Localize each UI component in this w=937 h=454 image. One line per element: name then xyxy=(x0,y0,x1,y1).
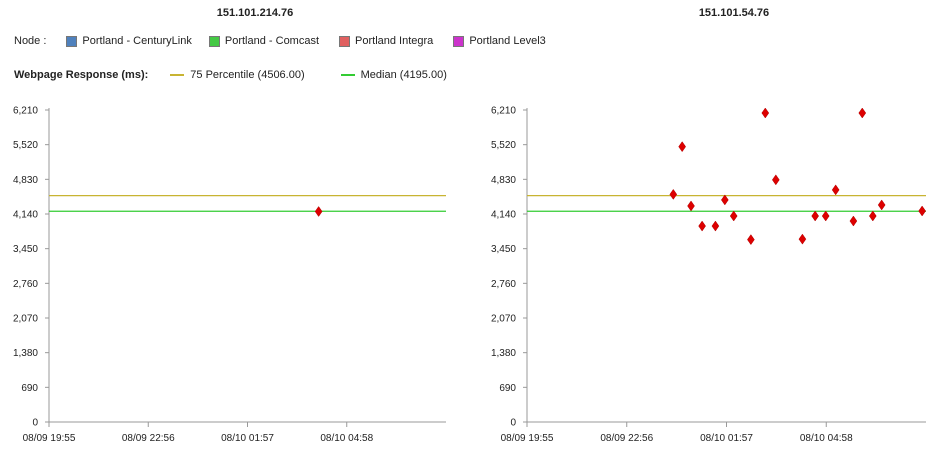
y-tick-label: 6,210 xyxy=(491,106,516,117)
y-tick-label: 690 xyxy=(21,383,38,394)
x-tick-label: 08/09 19:55 xyxy=(23,433,76,444)
legend-label-75-percentile: 75 Percentile (4506.00) xyxy=(190,69,305,81)
data-point xyxy=(698,220,706,232)
data-point xyxy=(711,220,720,232)
data-point xyxy=(821,210,830,222)
data-point xyxy=(761,107,770,119)
legend-label-comcast: Portland - Comcast xyxy=(224,35,320,47)
data-point xyxy=(858,107,867,119)
chart-left: 6,210 5,520 4,830 4,140 3,450 2,760 2,070 1,380… xyxy=(13,106,446,444)
data-point xyxy=(721,194,729,206)
response-legend: Webpage Response (ms): 75 Percentile (45… xyxy=(14,69,447,81)
y-tick-label: 690 xyxy=(499,383,516,394)
y-tick-label: 2,070 xyxy=(13,314,38,325)
legend-item-level3[interactable]: Portland Level3 xyxy=(453,35,546,47)
y-tick-label: 2,760 xyxy=(13,279,38,290)
data-point xyxy=(729,210,738,222)
data-point xyxy=(678,141,686,153)
data-point xyxy=(687,200,695,212)
data-point xyxy=(831,184,840,196)
x-tick-label: 08/09 22:56 xyxy=(122,433,175,444)
y-tick-label: 0 xyxy=(32,418,38,429)
response-legend-label: Webpage Response (ms): xyxy=(14,69,149,81)
data-point xyxy=(849,215,858,227)
y-tick-label: 2,760 xyxy=(491,279,516,290)
data-point xyxy=(669,188,678,200)
chart-right: 6,210 5,520 4,830 4,140 3,450 2,760 2,070 1,380… xyxy=(491,106,926,444)
percentile-line-icon xyxy=(170,74,185,76)
integra-swatch-icon xyxy=(339,35,351,47)
y-tick-label: 0 xyxy=(510,418,516,429)
legend-item-integra[interactable]: Portland Integra xyxy=(339,35,433,47)
y-tick-label: 4,830 xyxy=(13,175,38,186)
legend-label-integra: Portland Integra xyxy=(355,35,434,47)
y-tick-label: 1,380 xyxy=(491,348,516,359)
data-point xyxy=(811,210,819,222)
data-point xyxy=(868,210,877,222)
legend-item-centurylink[interactable]: Portland - CenturyLink xyxy=(66,35,192,47)
x-tick-label: 08/10 01:57 xyxy=(221,433,274,444)
data-point xyxy=(314,206,323,217)
data-point xyxy=(798,233,807,245)
centurylink-swatch-icon xyxy=(66,35,78,47)
y-tick-label: 3,450 xyxy=(491,244,516,255)
data-point xyxy=(877,199,886,211)
data-point xyxy=(747,234,755,246)
x-tick-label: 08/09 22:56 xyxy=(600,433,653,444)
x-tick-label: 08/09 19:55 xyxy=(501,433,554,444)
node-legend-label: Node : xyxy=(14,35,47,47)
y-tick-label: 2,070 xyxy=(491,314,516,325)
y-tick-label: 3,450 xyxy=(13,244,38,255)
data-point xyxy=(772,174,780,186)
y-tick-label: 4,140 xyxy=(491,210,516,221)
y-tick-label: 5,520 xyxy=(13,140,38,151)
legend-item-median[interactable]: Median (4195.00) xyxy=(340,69,447,81)
comcast-swatch-icon xyxy=(208,35,220,47)
y-tick-label: 6,210 xyxy=(13,106,38,117)
chart-title-left: 151.101.214.76 xyxy=(216,7,294,19)
node-legend: Node : Portland - CenturyLink Portland -… xyxy=(14,35,546,47)
chart-title-right: 151.101.54.76 xyxy=(698,7,770,19)
y-tick-label: 5,520 xyxy=(491,140,516,151)
x-tick-label: 08/10 04:58 xyxy=(800,433,853,444)
legend-item-75-percentile[interactable]: 75 Percentile (4506.00) xyxy=(170,69,305,81)
legend-item-comcast[interactable]: Portland - Comcast xyxy=(208,35,320,47)
median-line-icon xyxy=(340,74,355,76)
data-point xyxy=(918,205,926,217)
level3-swatch-icon xyxy=(453,35,465,47)
y-tick-label: 4,140 xyxy=(13,210,38,221)
y-tick-label: 4,830 xyxy=(491,175,516,186)
legend-label-median: Median (4195.00) xyxy=(360,69,447,81)
legend-label-centurylink: Portland - CenturyLink xyxy=(82,35,192,47)
legend-label-level3: Portland Level3 xyxy=(469,35,546,47)
x-tick-label: 08/10 01:57 xyxy=(700,433,753,444)
y-tick-label: 1,380 xyxy=(13,348,38,359)
x-tick-label: 08/10 04:58 xyxy=(320,433,373,444)
